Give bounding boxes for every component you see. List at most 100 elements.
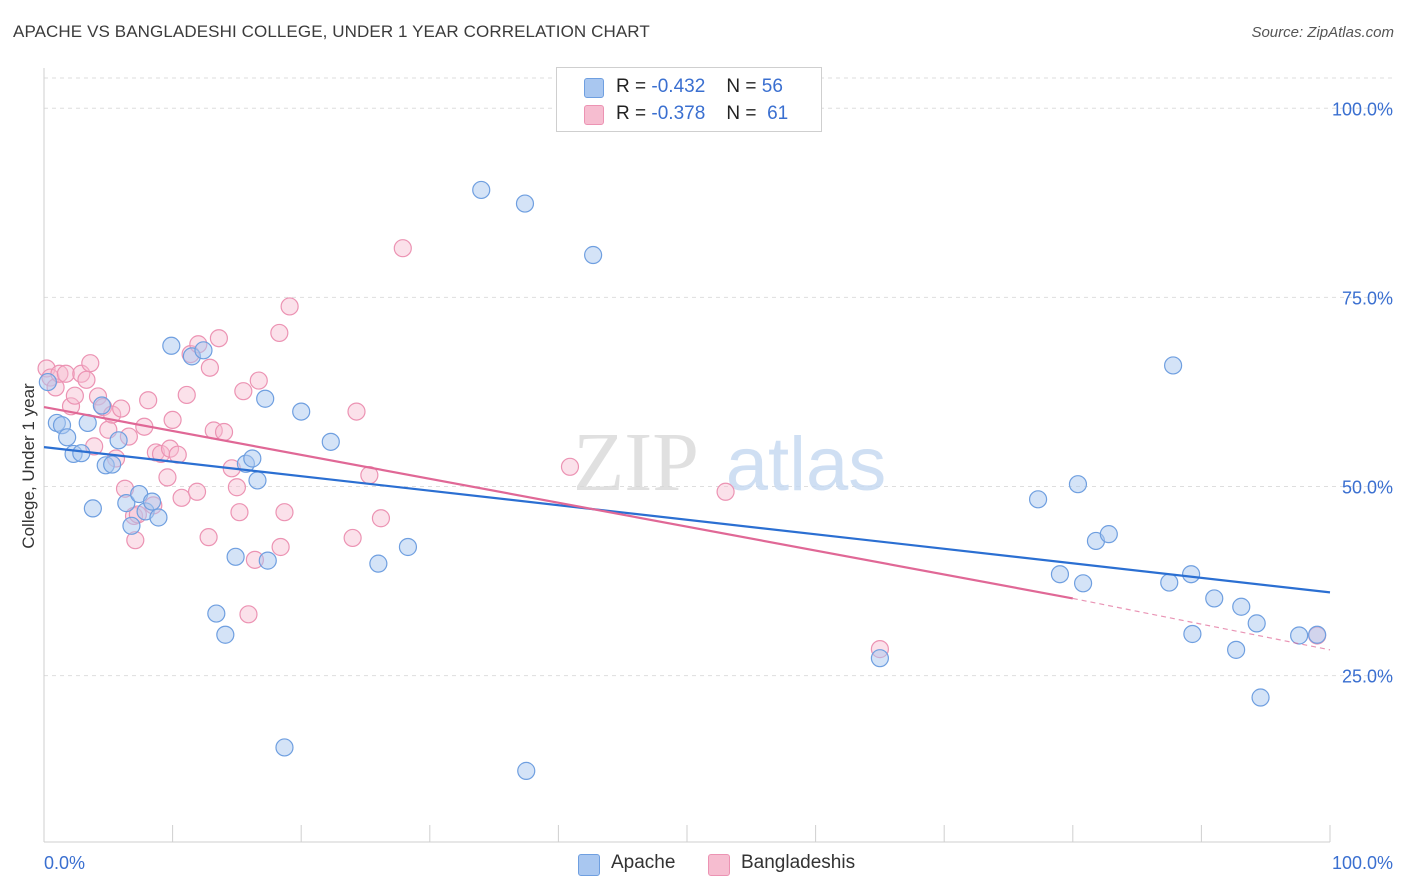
apache-point — [517, 761, 536, 780]
bangladeshi-point — [239, 605, 258, 624]
apache-point — [72, 444, 91, 463]
apache-point — [1164, 356, 1183, 375]
apache-point — [1099, 525, 1118, 544]
apache-point — [149, 508, 168, 527]
bangladeshi-point — [347, 402, 366, 421]
bangladeshi-point — [163, 410, 182, 430]
x-tick-label-min: 0.0% — [44, 853, 85, 873]
apache-point — [515, 194, 535, 213]
apache-point — [38, 372, 57, 392]
apache-point — [275, 738, 294, 757]
source-label: Source: ZipAtlas.com — [1251, 24, 1394, 41]
apache-point — [1160, 573, 1179, 592]
apache-point — [122, 516, 141, 535]
bangladeshi-n-label: N = — [726, 103, 757, 124]
grid-lines — [44, 77, 1392, 677]
bangladeshi-point — [200, 358, 219, 377]
apache-point — [248, 471, 267, 490]
bangladeshi-r-label: R = — [616, 103, 647, 124]
bangladeshi-point — [81, 354, 100, 373]
bangladeshi-point — [65, 386, 84, 405]
apache-point — [216, 625, 235, 644]
apache-point — [584, 245, 603, 265]
y-tick-label: 75.0% — [1342, 288, 1393, 308]
bangladeshi-point — [393, 239, 412, 258]
bangladeshi-point — [172, 488, 191, 507]
apache-point — [258, 551, 277, 570]
bangladeshi-point — [77, 370, 96, 389]
legend-bangladeshi-text: R = -0.378 N = 61 — [616, 103, 788, 125]
apache-point — [1232, 597, 1251, 616]
apache-point — [321, 432, 340, 451]
y-tick-label: 50.0% — [1342, 477, 1393, 497]
apache-point — [472, 180, 491, 200]
y-tick-label: 100.0% — [1332, 99, 1393, 119]
bottom-bangladeshi-label: Bangladeshis — [741, 852, 856, 873]
bangladeshi-swatch — [584, 105, 604, 125]
x-tick-label-max: 100.0% — [1332, 853, 1393, 873]
apache-point — [109, 431, 128, 450]
bottom-bangladeshi-swatch — [708, 854, 730, 876]
bangladeshi-point — [343, 528, 362, 548]
apache-point — [1182, 565, 1201, 584]
bangladeshi-n-value: 61 — [767, 103, 789, 124]
bangladeshi-trend-line — [43, 405, 1074, 600]
apache-point — [194, 341, 213, 360]
bangladeshi-point — [716, 482, 735, 501]
apache-swatch — [584, 78, 604, 98]
bangladeshi-point — [187, 482, 207, 501]
apache-point — [58, 428, 77, 447]
apache-point — [162, 336, 181, 355]
apache-n-value: 56 — [761, 76, 783, 97]
apache-point — [870, 649, 890, 668]
bangladeshi-point — [214, 422, 234, 442]
bottom-apache-swatch — [578, 854, 600, 876]
correlation-legend: R = -0.432 N = 56 R = -0.378 N = 61 — [556, 67, 822, 132]
apache-point — [83, 499, 102, 518]
trend-lines — [43, 405, 1331, 651]
apache-n-label: N = — [726, 76, 757, 97]
apache-point — [369, 554, 388, 573]
bangladeshi-point — [280, 297, 299, 316]
chart-title: APACHE VS BANGLADESHI COLLEGE, UNDER 1 Y… — [13, 22, 650, 41]
bangladeshi-point — [158, 468, 177, 487]
apache-point — [92, 396, 111, 415]
bangladeshi-point — [234, 382, 253, 401]
axes — [43, 68, 1331, 843]
apache-point — [1183, 624, 1202, 644]
y-tick-label: 25.0% — [1342, 667, 1393, 687]
apache-point — [1068, 475, 1088, 494]
apache-point — [1247, 614, 1266, 633]
apache-r-value: -0.432 — [651, 76, 706, 97]
apache-points — [38, 180, 1327, 780]
apache-point — [1227, 640, 1246, 659]
apache-point — [207, 604, 226, 623]
apache-point — [142, 492, 162, 511]
apache-point — [1028, 490, 1048, 509]
bottom-apache-label: Apache — [611, 852, 676, 873]
bangladeshi-trend-extension — [1072, 597, 1331, 651]
bangladeshi-point — [249, 371, 268, 390]
apache-point — [1073, 574, 1093, 593]
bangladeshi-point — [112, 399, 131, 418]
bangladeshi-point — [177, 385, 196, 405]
legend-apache-text: R = -0.432 N = 56 — [616, 76, 783, 98]
y-axis-label: College, Under 1 year — [19, 383, 38, 549]
bangladeshi-point — [56, 364, 75, 383]
apache-point — [226, 547, 245, 566]
apache-point — [117, 494, 136, 513]
bangladeshi-point — [271, 537, 290, 557]
bangladeshi-point — [560, 457, 580, 476]
apache-point — [256, 389, 275, 408]
bangladeshi-point — [139, 391, 158, 410]
apache-point — [1050, 565, 1070, 584]
bangladeshi-point — [270, 323, 289, 343]
bangladeshi-point — [209, 329, 228, 348]
apache-point — [292, 402, 311, 421]
bangladeshi-point — [227, 478, 246, 497]
apache-trend-line — [43, 446, 1331, 594]
bangladeshi-point — [275, 503, 294, 522]
bangladeshi-point — [230, 503, 249, 522]
bangladeshi-r-value: -0.378 — [651, 103, 706, 124]
